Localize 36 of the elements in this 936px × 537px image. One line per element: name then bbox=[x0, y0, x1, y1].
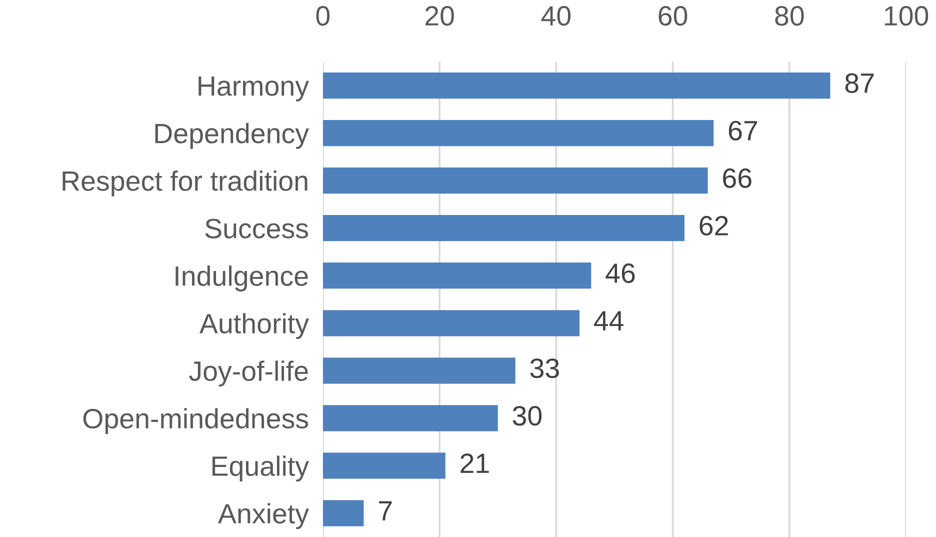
y-tick-label: Dependency bbox=[155, 122, 309, 149]
y-tick-label: Success bbox=[205, 218, 308, 238]
bar bbox=[322, 167, 708, 194]
bar bbox=[322, 215, 684, 242]
data-label: 87 bbox=[845, 73, 874, 93]
data-label: 66 bbox=[723, 168, 752, 188]
bar bbox=[322, 405, 498, 432]
data-label: 21 bbox=[460, 454, 489, 473]
bar bbox=[322, 358, 516, 384]
data-label: 7 bbox=[379, 501, 392, 520]
y-tick-label: Indulgence bbox=[176, 266, 308, 292]
data-label: 44 bbox=[594, 311, 624, 330]
bar bbox=[322, 500, 364, 526]
bar bbox=[322, 310, 580, 336]
y-tick-label: Authority bbox=[199, 313, 309, 339]
bar bbox=[322, 262, 592, 289]
bar bbox=[322, 72, 830, 99]
y-tick-label: Respect for tradition bbox=[62, 170, 308, 196]
y-tick-label: Equality bbox=[212, 456, 309, 482]
data-label: 67 bbox=[728, 120, 758, 140]
y-tick-label: Joy-of-life bbox=[189, 360, 308, 386]
data-label: 46 bbox=[606, 263, 635, 284]
bar bbox=[322, 452, 446, 479]
y-tick-label: Open-mindedness bbox=[83, 408, 308, 434]
x-tick-label: 80 bbox=[775, 6, 804, 26]
data-label: 62 bbox=[700, 216, 728, 236]
x-tick-label: 100 bbox=[884, 6, 928, 26]
x-tick-label: 0 bbox=[316, 6, 330, 26]
x-tick-label: 20 bbox=[425, 6, 454, 26]
y-tick-label: Harmony bbox=[198, 76, 309, 102]
data-label: 30 bbox=[512, 406, 542, 426]
data-label: 33 bbox=[530, 358, 559, 378]
y-tick-label: Anxiety bbox=[218, 503, 309, 530]
x-tick-label: 40 bbox=[541, 6, 571, 26]
bar bbox=[322, 120, 714, 146]
x-tick-label: 60 bbox=[658, 6, 688, 26]
